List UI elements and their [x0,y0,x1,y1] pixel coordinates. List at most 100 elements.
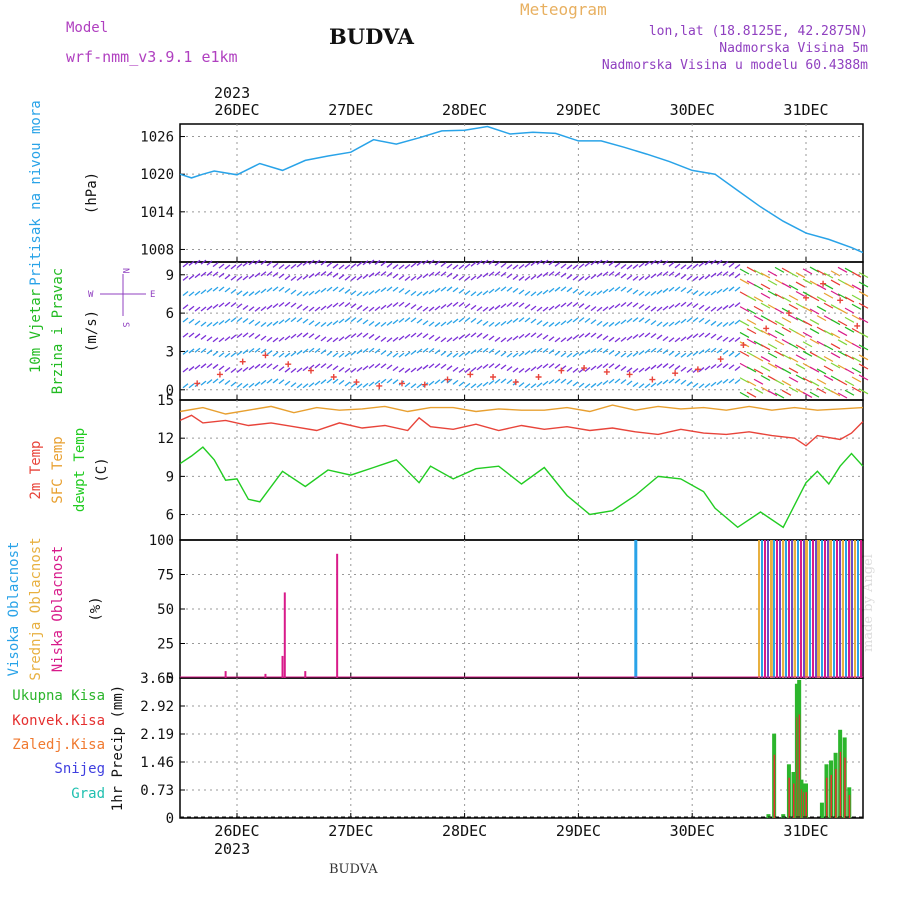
cloud-bar [857,540,859,678]
wind-barb [314,289,321,295]
day-label-top: 28DEC [442,101,487,119]
wind-barb [404,317,411,323]
wind-barb [434,336,441,342]
wind-barb [194,320,201,326]
wind-barb [767,270,778,277]
wind-barb [428,380,435,386]
wind-barb [338,336,345,342]
wind-barb [428,334,435,340]
wind-barb [760,344,771,351]
wind-barb [760,329,771,336]
precip-legend-item: Grad [71,786,105,802]
cloud-bar [854,540,856,678]
wind-barb [608,321,615,327]
wind-barb [314,271,321,277]
wind-barb [753,387,764,394]
wind-barb [560,320,567,326]
wind-barb [206,363,213,369]
wind-barb [380,350,387,356]
wind-barb [548,336,555,342]
wind-barb [236,276,243,282]
wind-barb [314,259,321,265]
wind-speed-point [603,368,610,375]
cloud-bar [758,540,760,678]
compass-w: W [88,290,94,300]
wind-barb [722,304,729,310]
day-label-bottom: 26DEC [214,822,259,840]
temp-axis-unit: (C) [94,457,110,482]
precip-conv-bar [792,783,795,818]
wind-barb [704,382,711,388]
wind-barb [272,364,279,370]
wind-barb [572,264,579,270]
wind-barb [350,290,357,296]
wind-barb [698,304,705,310]
wind-barb [632,302,639,308]
y-tick-label: 75 [157,568,174,584]
wind-barb [668,363,675,369]
wind-barb [590,260,597,266]
wind-barb [284,264,291,270]
wind-speed-point [740,342,747,349]
wind-barb [476,332,483,338]
wind-barb [506,352,513,358]
wind-barb [224,287,231,293]
wind-barb [368,259,375,265]
wind-barb [728,321,735,327]
wind-barb [224,336,231,342]
wind-barb [680,274,687,280]
wind-barb [596,306,603,312]
precip-conv-bar [844,757,846,818]
wind-barb [716,335,723,341]
wind-barb [374,321,381,327]
wind-barb [830,362,841,369]
wind-barb [386,378,393,384]
wind-barb [746,328,757,335]
wind-barb [774,330,785,337]
wind-barb [308,306,315,312]
wind-barb [781,316,792,323]
wind-barb [416,332,423,338]
wind-barb [802,341,813,348]
cloud-axis-unit: (%) [88,596,104,621]
wind-barb [716,321,723,327]
wind-barb [536,273,543,279]
wind-barb [374,259,381,265]
wind-barb [632,289,639,295]
wind-barb [788,314,799,321]
wind-barb [674,378,681,384]
wind-barb [296,290,303,296]
wind-barb [809,366,820,373]
temp-axis-title: 2m Temp [28,440,44,499]
wind-barb [554,378,561,384]
wind-barb [464,276,471,282]
wind-barb [644,332,651,338]
wind-barb [350,382,357,388]
wind-barb [350,303,357,309]
wind-barb [802,278,813,285]
wind-barb [290,333,297,339]
wind-barb [356,261,363,267]
wind-barb [844,282,855,289]
wind-barb [602,259,609,265]
wind-barb [458,288,465,294]
wind-barb [716,380,723,386]
wind-barb [626,287,633,293]
wind-barb [260,259,267,265]
wind-barb [734,273,741,279]
wind-barb [338,274,345,280]
wind-barb [332,320,339,326]
wind-barb [200,271,207,277]
wind-barb [278,264,285,270]
wind-barb [386,351,393,357]
wind-barb [356,275,363,281]
wind-barb [542,289,549,295]
wind-barb [416,305,423,311]
wind-barb [716,271,723,277]
wind-barb [686,275,693,281]
precip-conv-bar [835,769,837,818]
wind-barb [518,289,525,295]
wind-speed-point [285,361,292,368]
wind-barb [767,390,778,397]
wind-barb [830,279,841,286]
